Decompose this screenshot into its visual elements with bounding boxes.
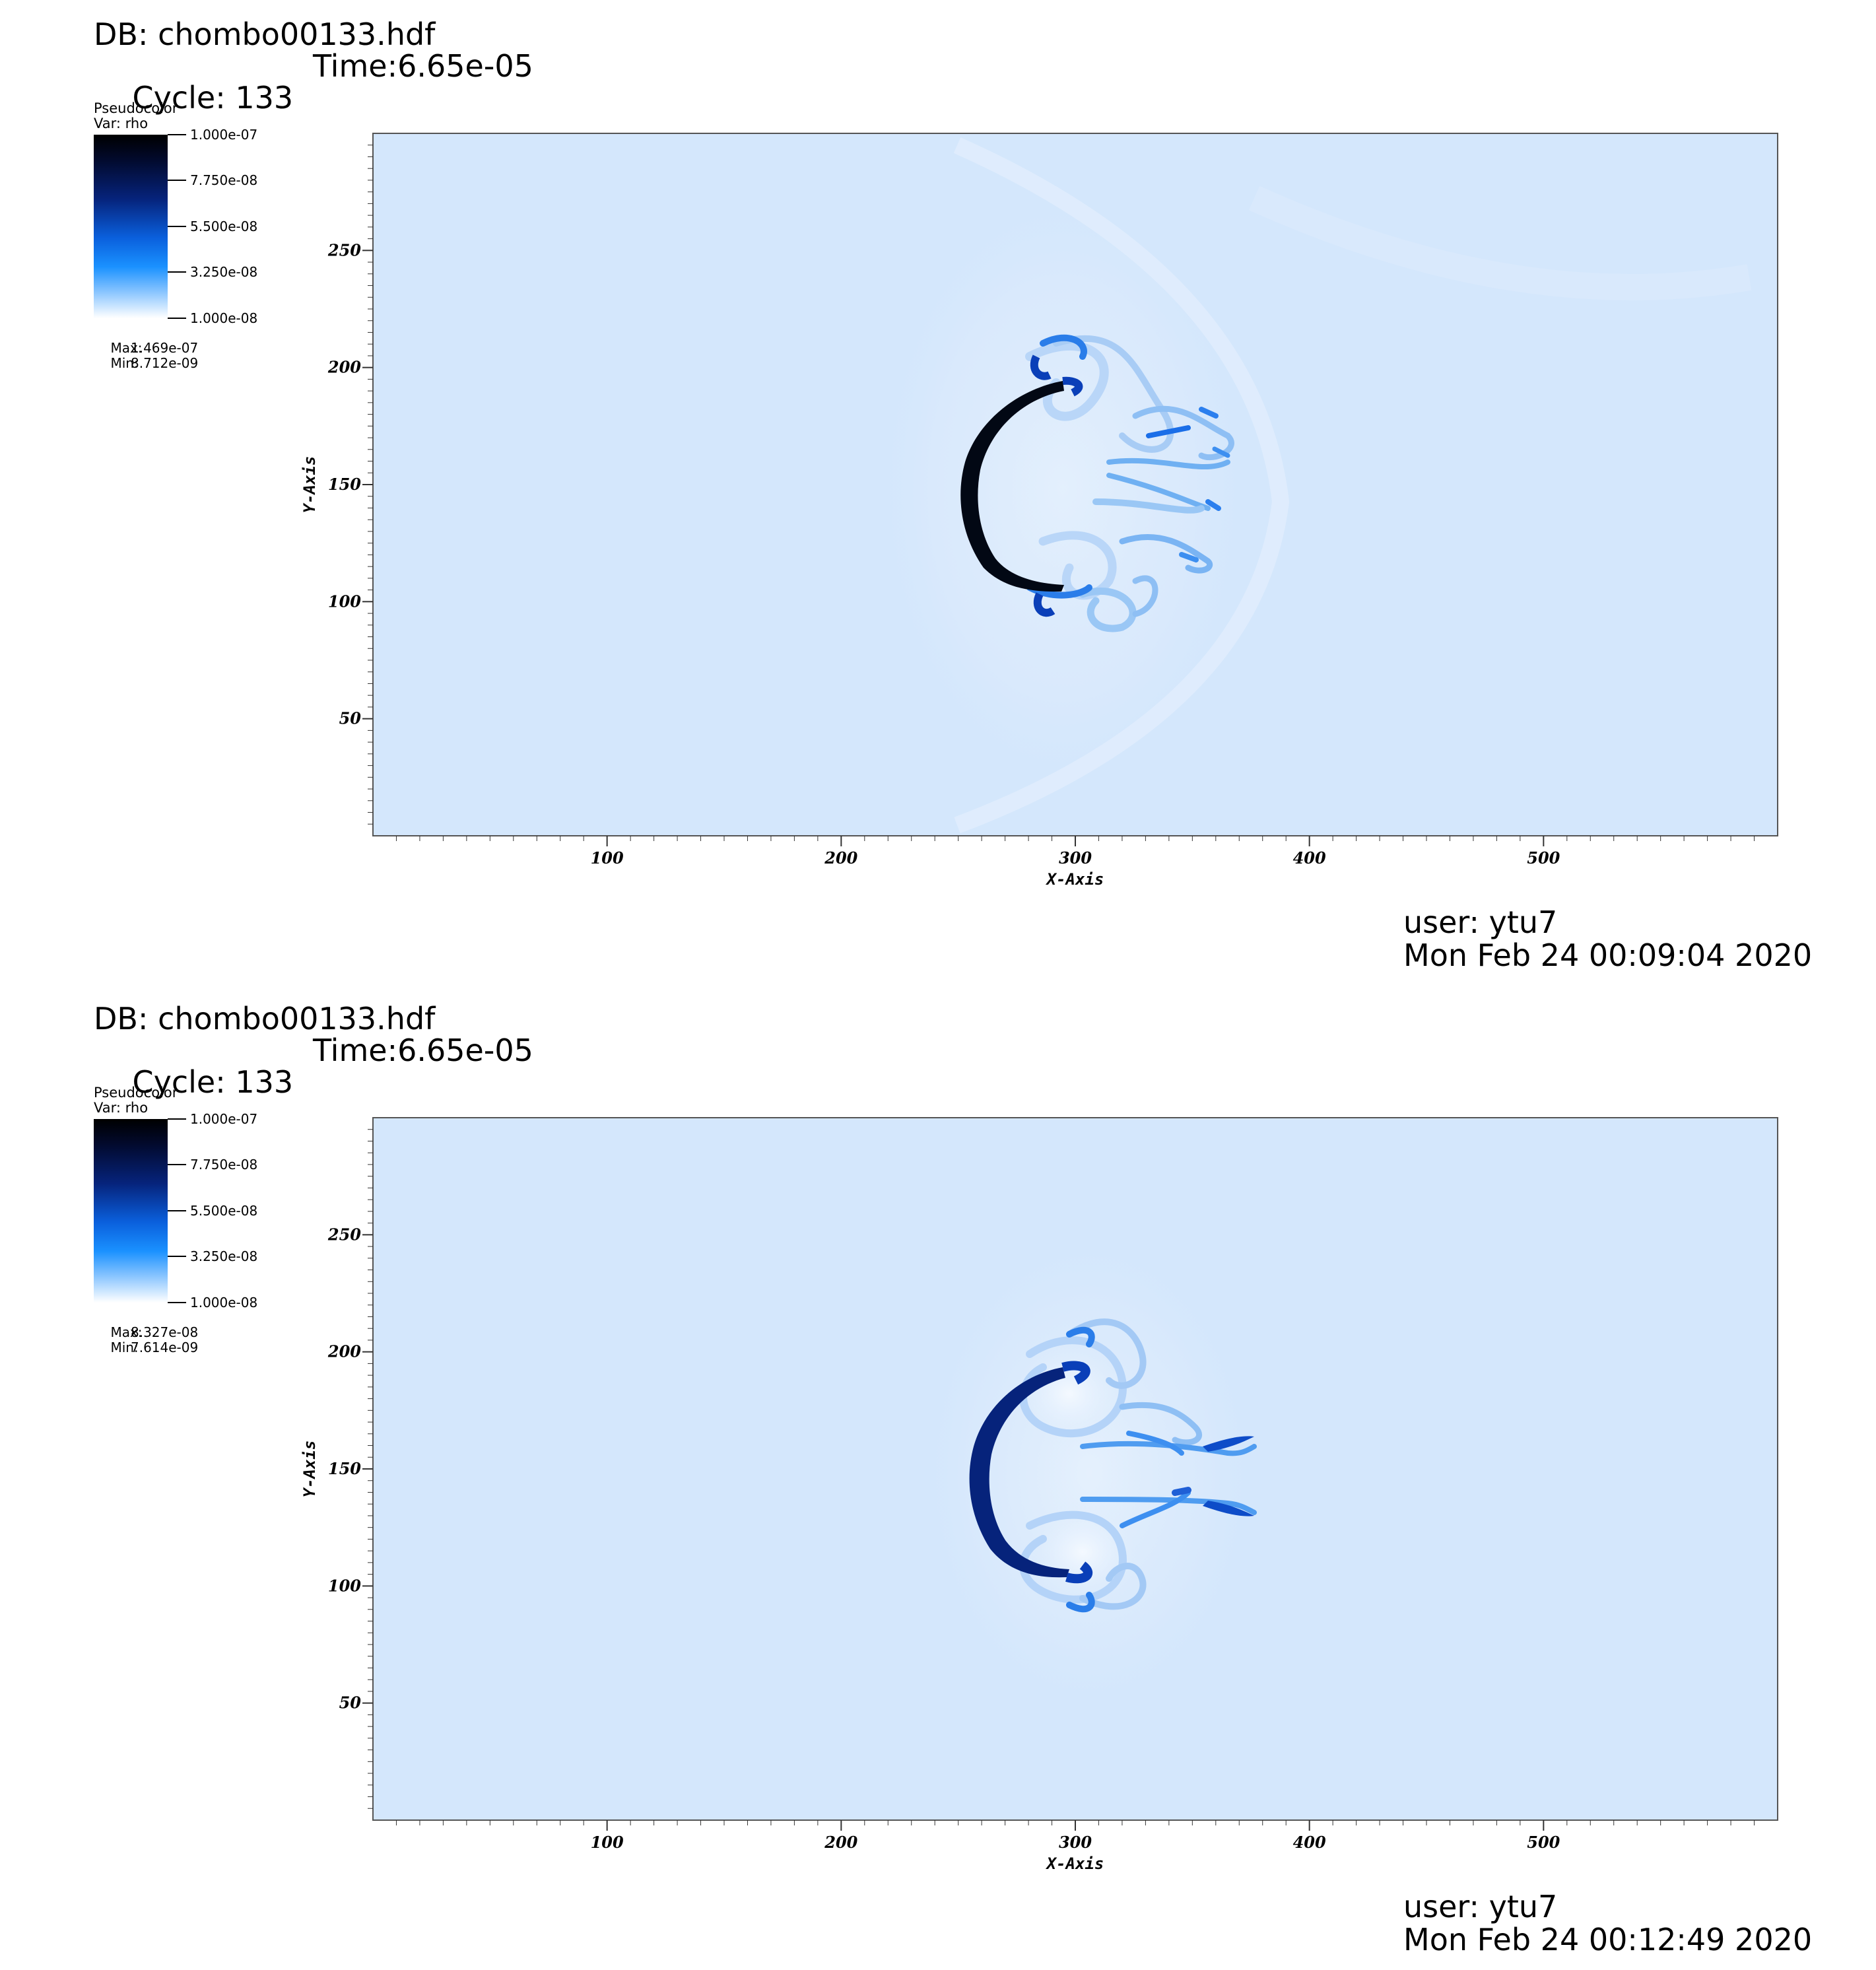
axes-group: 100 200 300 400 500 50 100 150 200 250 X-Axis Y-Axi… [300, 133, 1778, 889]
color-legend-bar [94, 135, 168, 318]
legend-tick [168, 1210, 186, 1211]
db-label: DB: chombo00133.hdf [94, 1001, 436, 1036]
legend-min-value: 8.712e-09 [131, 355, 199, 371]
legend-tick-label: 3.250e-08 [190, 1248, 258, 1264]
wake-jet [1203, 1436, 1254, 1452]
legend-tick-label: 5.500e-08 [190, 219, 258, 234]
x-tick-label: 500 [1527, 848, 1560, 867]
y-axis-title: Y-Axis [300, 1441, 319, 1498]
legend-max: Max: 1.469e-07 [94, 325, 198, 371]
legend-tick [168, 180, 186, 181]
legend-tick [168, 1118, 186, 1120]
y-tick-label: 200 [327, 358, 361, 377]
x-tick-label: 400 [1293, 1833, 1326, 1852]
dense-front-edge [1030, 355, 1052, 380]
legend-tick-label: 1.000e-07 [190, 127, 258, 143]
footer-user: user: ytu7 [1403, 1889, 1558, 1924]
legend-min: Min: 7.614e-09 [94, 1325, 198, 1371]
legend-max: Max: 8.327e-08 [94, 1310, 198, 1355]
legend-tick-label: 1.000e-08 [190, 1295, 258, 1310]
wake-filaments [1025, 334, 1234, 632]
dense-front [960, 381, 1064, 592]
x-axis-title: X-Axis [1046, 1854, 1104, 1873]
y-axis-title: Y-Axis [300, 456, 319, 514]
dense-front-edge [1061, 1361, 1090, 1385]
x-tick-label: 200 [824, 1833, 857, 1852]
legend-tick-label: 3.250e-08 [190, 264, 258, 280]
y-tick-label: 50 [339, 709, 362, 728]
x-tick-label: 300 [1059, 848, 1092, 867]
legend-tick [168, 1302, 186, 1303]
legend-min-label: Min: [110, 1340, 139, 1355]
shock-arc [953, 137, 1290, 834]
legend-max-value: 1.469e-07 [131, 340, 199, 356]
cycle-label: Cycle: 133 [132, 80, 294, 116]
density-plot: 100 200 300 400 500 50 100 150 200 250 X-Axis Y-Axi… [300, 133, 1778, 889]
db-label: DB: chombo00133.hdf [94, 17, 436, 52]
legend-min-label: Min: [110, 355, 139, 371]
legend-max-label: Max: [110, 1324, 143, 1340]
legend-tick [168, 134, 186, 135]
x-tick-label: 100 [591, 848, 624, 867]
wake-filaments [1019, 1318, 1257, 1613]
legend-min: Min: 8.712e-09 [94, 341, 198, 386]
x-tick-label: 100 [591, 1833, 624, 1852]
plot-panel-1: DB: chombo00133.hdf Cycle: 133 Time:6.65… [0, 0, 1876, 984]
cycle-label: Cycle: 133 [132, 1064, 294, 1100]
x-tick-label: 500 [1527, 1833, 1560, 1852]
legend-min-value: 7.614e-09 [131, 1340, 199, 1355]
x-tick-label: 400 [1293, 848, 1326, 867]
legend-tick-label: 7.750e-08 [190, 172, 258, 188]
legend-tick-label: 7.750e-08 [190, 1157, 258, 1172]
color-legend-bar [94, 1119, 168, 1303]
y-tick-label: 150 [328, 475, 361, 494]
footer-date: Mon Feb 24 00:09:04 2020 [1403, 937, 1813, 973]
legend-max-value: 8.327e-08 [131, 1324, 199, 1340]
y-tick-label: 100 [328, 1576, 361, 1595]
legend-max-label: Max: [110, 340, 143, 356]
footer-date: Mon Feb 24 00:12:49 2020 [1403, 1922, 1813, 1957]
cycle-time-line: Cycle: 133 Time:6.65e-05 [94, 1035, 533, 1161]
shock-halo [918, 1229, 1261, 1717]
legend-title: Pseudocolor [94, 1085, 178, 1101]
legend-tick-label: 5.500e-08 [190, 1203, 258, 1219]
legend-tick [168, 1164, 186, 1165]
dense-front [969, 1367, 1069, 1578]
dense-front-edge [1033, 592, 1055, 617]
y-tick-label: 250 [327, 240, 361, 259]
legend-tick-label: 1.000e-07 [190, 1111, 258, 1127]
time-label: Time:6.65e-05 [313, 1033, 533, 1068]
legend-title: Pseudocolor [94, 100, 178, 116]
y-tick-label: 250 [327, 1225, 361, 1244]
wake-jet [1203, 1501, 1254, 1516]
footer-user: user: ytu7 [1403, 904, 1558, 940]
cycle-time-line: Cycle: 133 Time:6.65e-05 [94, 50, 533, 177]
time-label: Time:6.65e-05 [313, 48, 533, 84]
x-tick-label: 300 [1059, 1833, 1092, 1852]
dense-front-edge [1065, 1561, 1092, 1584]
legend-tick [168, 318, 186, 319]
shock-arc [1248, 186, 1752, 300]
shock-halo [871, 185, 1254, 792]
legend-tick [168, 1256, 186, 1257]
density-plot: 100 200 300 400 500 50 100 150 200 250 X-Axis Y-Axi… [300, 1117, 1778, 1873]
y-tick-label: 150 [328, 1459, 361, 1478]
y-tick-label: 100 [328, 592, 361, 611]
x-tick-label: 200 [824, 848, 857, 867]
plot-panel-2: DB: chombo00133.hdf Cycle: 133 Time:6.65… [0, 984, 1876, 1968]
legend-var: Var: rho [94, 1100, 149, 1116]
legend-tick-label: 1.000e-08 [190, 310, 258, 326]
axes-group: 100 200 300 400 500 50 100 150 200 250 X-Axis Y-Axi… [300, 1117, 1778, 1873]
y-tick-label: 50 [339, 1693, 362, 1713]
legend-tick [168, 271, 186, 273]
legend-var: Var: rho [94, 116, 149, 131]
y-tick-label: 200 [327, 1342, 361, 1361]
x-axis-title: X-Axis [1046, 870, 1104, 889]
dense-front-edge [1062, 376, 1083, 397]
legend-tick [168, 226, 186, 227]
